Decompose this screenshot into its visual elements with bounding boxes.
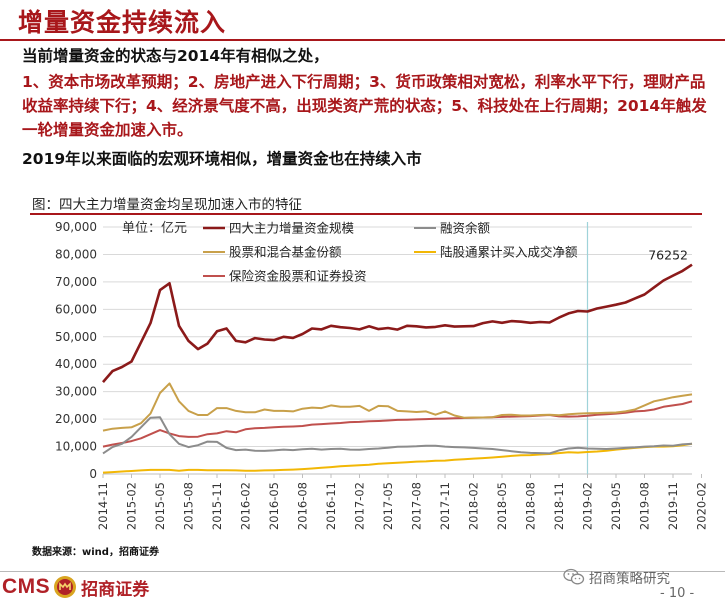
x-tick-label: 2018-02 [467,482,481,530]
x-tick-label: 2016-08 [296,482,310,530]
legend-label: 四大主力增量资金规模 [229,221,355,236]
x-tick-label: 2015-11 [210,482,224,530]
brand-logo: CMS 招商证券 [2,573,149,601]
wechat-name: 招商策略研究 [589,571,670,587]
y-tick-label: 70,000 [55,275,97,289]
series-line [102,263,693,383]
x-tick-label: 2017-05 [381,482,395,530]
x-tick-label: 2020-05 [723,482,725,530]
conclusion-text: 2019年以来面临的宏观环境相似，增量资金也在持续入市 [22,150,422,168]
y-tick-label: 30,000 [55,385,97,399]
x-tick-label: 2016-11 [324,482,338,530]
x-tick-label: 2017-02 [353,482,367,530]
y-tick-label: 0 [89,467,97,481]
y-tick-label: 80,000 [55,247,97,261]
x-tick-label: 2016-02 [239,482,253,530]
y-tick-label: 10,000 [55,440,97,454]
x-tick-label: 2019-11 [666,482,680,530]
x-tick-label: 2015-08 [182,482,196,530]
legend-label: 融资余额 [440,221,491,236]
wechat-icon [563,568,585,585]
y-tick-label: 40,000 [55,357,97,371]
x-tick-label: 2018-11 [552,482,566,530]
series-line [102,416,693,455]
y-tick-label: 60,000 [55,302,97,316]
logo-cms-text: CMS [2,575,51,598]
reason-list: 1、资本市场改革预期；2、房地产进入下行周期；3、货币政策相对宽松，利率水平下行… [22,73,707,139]
x-tick-label: 2019-02 [581,482,595,530]
series-line [102,382,693,432]
x-tick-label: 2018-08 [524,482,538,530]
figure-divider [30,213,702,215]
page-number: - 10 - [660,586,695,601]
legend-label: 保险资金股票和证券投资 [229,269,367,284]
data-label: 76252 [648,248,688,263]
x-tick-label: 2014-11 [96,482,110,530]
figure-caption: 图：四大主力增量资金均呈现加速入市的特征 [32,197,302,213]
series-line [102,442,693,474]
lead-text: 当前增量资金的状态与2014年有相似之处， [22,47,329,65]
page-title: 增量资金持续流入 [18,8,227,37]
x-tick-label: 2019-08 [638,482,652,530]
x-tick-label: 2017-11 [438,482,452,530]
x-tick-label: 2015-02 [125,482,139,530]
line-chart: 0 10,000 20,000 30,000 40,000 50,000 60,000 70,… [55,220,725,530]
y-tick-label: 50,000 [55,330,97,344]
logo-cn-text: 招商证券 [81,579,150,600]
legend-label: 股票和混合基金份额 [229,245,342,260]
x-tick-label: 2019-05 [609,482,623,530]
data-source: 数据来源：wind，招商证券 [32,547,159,558]
y-tick-label: 90,000 [55,220,97,234]
footer-divider [0,571,725,572]
unit-label: 单位：亿元 [122,221,187,236]
x-tick-label: 2017-08 [410,482,424,530]
x-tick-label: 2015-05 [153,482,167,530]
wechat-account: 招商策略研究 [563,567,670,587]
y-tick-label: 20,000 [55,412,97,426]
legend-label: 陆股通累计买入成交净额 [440,245,578,260]
x-tick-label: 2016-05 [267,482,281,530]
x-tick-label: 2020-02 [695,482,709,530]
logo-emblem-icon [54,576,77,598]
title-divider [0,39,725,41]
x-tick-label: 2018-05 [495,482,509,530]
series-line [102,400,693,448]
